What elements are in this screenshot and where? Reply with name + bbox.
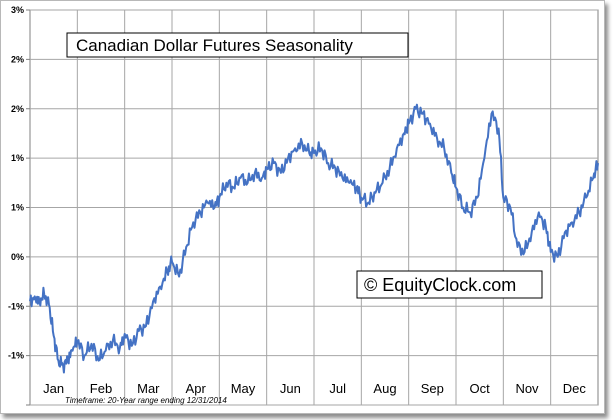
timeframe-footnote: Timeframe: 20-Year range ending 12/31/20… [65, 396, 227, 405]
x-tick-label: May [231, 381, 256, 396]
seasonality-series-line [29, 103, 599, 374]
x-tick-label: Sep [421, 381, 444, 396]
y-tick-label: 1% [11, 153, 24, 163]
chart-title: Canadian Dollar Futures Seasonality [76, 36, 353, 55]
x-tick-label: Feb [90, 381, 112, 396]
y-tick-label: -1% [8, 301, 24, 311]
chart-title-box: Canadian Dollar Futures Seasonality [66, 32, 409, 58]
watermark-text: © EquityClock.com [364, 275, 516, 295]
x-tick-label: Jun [280, 381, 301, 396]
x-tick-label: Jul [329, 381, 346, 396]
x-tick-label: Apr [186, 381, 207, 396]
y-tick-label: 1% [11, 203, 24, 213]
x-tick-label: Mar [137, 381, 160, 396]
watermark-box: © EquityClock.com [356, 270, 543, 299]
horizontal-gridlines [26, 9, 598, 406]
x-tick-label: Oct [470, 381, 491, 396]
x-tick-label: Jan [43, 381, 64, 396]
y-axis-tick-labels: 3% 2% 2% 1% 1% 0% -1% -1% [8, 5, 24, 361]
x-axis-month-labels: Jan Feb Mar Apr May Jun Jul Aug Sep Oct Nov Dec [43, 381, 586, 396]
x-tick-label: Nov [515, 381, 539, 396]
y-tick-label: 3% [11, 5, 24, 15]
y-tick-label: 0% [11, 252, 24, 262]
x-tick-label: Aug [373, 381, 396, 396]
x-tick-label: Dec [563, 381, 587, 396]
y-tick-label: -1% [8, 351, 24, 361]
y-tick-label: 2% [11, 104, 24, 114]
y-tick-label: 2% [11, 54, 24, 64]
